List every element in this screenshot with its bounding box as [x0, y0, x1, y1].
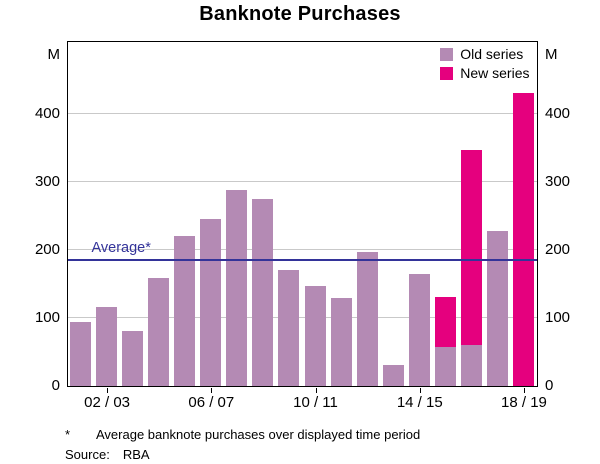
bar-old-series-15-16: [434, 346, 456, 386]
y-tick-label: 0: [545, 377, 554, 394]
y-tick-label: 300: [34, 173, 60, 191]
x-tick-label: 10 / 11: [293, 394, 338, 411]
y-axis-unit-right: M: [545, 46, 558, 63]
y-tick-label: 0: [51, 377, 60, 394]
bar-old-series-13-14: [382, 365, 404, 386]
x-tick-label: 14 / 15: [396, 394, 443, 411]
y-axis-unit-left: M: [47, 46, 61, 63]
gridline: [67, 113, 537, 115]
x-tick-mark: [419, 388, 421, 393]
gridline: [67, 249, 537, 251]
bar-old-series-07-08: [226, 189, 248, 386]
source: Source: RBA: [65, 447, 150, 462]
bar-old-series-17-18: [486, 231, 508, 386]
legend-item-old-series: Old series: [440, 45, 529, 62]
old-series-swatch: [440, 47, 454, 61]
x-tick-mark: [211, 388, 213, 393]
y-tick-label: 200: [34, 241, 60, 259]
footnote-marker: *: [65, 427, 71, 442]
legend: Old series New series: [440, 45, 530, 85]
y-tick-label: 400: [34, 105, 60, 123]
bar-old-series-09-10: [278, 269, 300, 386]
bar-old-series-06-07: [200, 218, 222, 386]
footnote-text: Average banknote purchases over displaye…: [96, 427, 421, 442]
footnote: * Average banknote purchases over display…: [65, 427, 420, 442]
average-line: [67, 258, 537, 261]
bar-old-series-01-02: [70, 322, 92, 386]
x-tick-label: 18 / 19: [501, 394, 547, 411]
y-tick-label: 400: [545, 105, 571, 123]
bar-old-series-12-13: [356, 252, 378, 386]
y-tick-label: 300: [545, 173, 571, 191]
gridline: [67, 317, 537, 319]
bar-old-series-10-11: [304, 285, 326, 386]
source-value: RBA: [122, 447, 150, 462]
x-tick-mark: [315, 388, 317, 393]
chart-title: Banknote Purchases: [199, 3, 401, 25]
bar-old-series-16-17: [460, 344, 482, 386]
legend-label-old-series: Old series: [460, 45, 524, 62]
y-tick-label: 200: [545, 241, 571, 259]
bar-new-series-18-19: [512, 93, 534, 386]
source-label: Source:: [65, 447, 110, 462]
bar-new-series-16-17: [460, 149, 482, 386]
bar-old-series-03-04: [122, 331, 144, 386]
bar-old-series-11-12: [330, 298, 352, 386]
x-tick-mark: [523, 388, 525, 393]
legend-item-new-series: New series: [440, 64, 530, 81]
legend-label-new-series: New series: [460, 64, 530, 81]
new-series-swatch: [440, 66, 454, 80]
average-label: Average*: [91, 239, 151, 256]
x-tick-label: 02 / 03: [84, 394, 131, 411]
y-tick-label: 100: [545, 309, 571, 327]
bar-old-series-14-15: [408, 274, 430, 386]
gridline: [67, 181, 537, 183]
bar-old-series-04-05: [148, 278, 170, 386]
x-tick-label: 06 / 07: [188, 394, 235, 411]
bar-old-series-08-09: [252, 198, 274, 386]
x-tick-mark: [107, 388, 109, 393]
plot-area: Old series New series Average*: [66, 40, 538, 387]
bar-old-series-02-03: [96, 307, 118, 386]
y-tick-label: 100: [34, 309, 60, 327]
bar-old-series-05-06: [174, 235, 196, 386]
